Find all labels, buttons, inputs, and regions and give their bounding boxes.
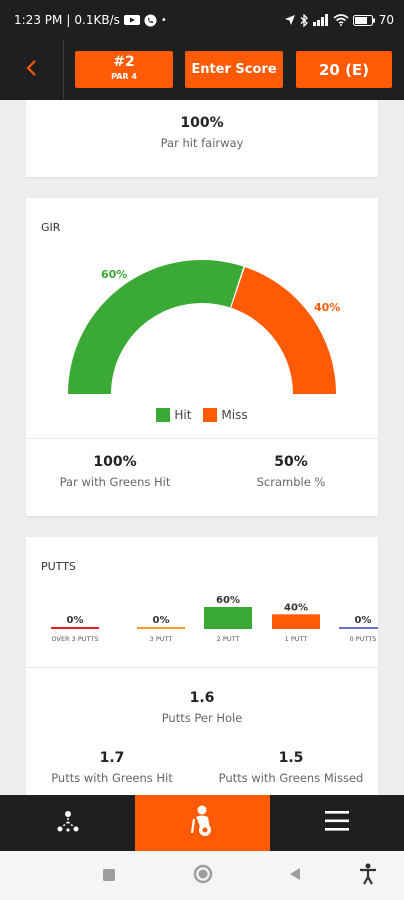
legend-hit: Hit [156, 408, 191, 422]
enter-score-button[interactable]: Enter Score [185, 51, 283, 88]
putts-per-hole-stat: 1.6 Putts Per Hole [26, 689, 378, 726]
putts-greens-missed-label: Putts with Greens Missed [218, 771, 364, 785]
system-nav-bar [0, 851, 404, 900]
par-greens-label: Par with Greens Hit [59, 475, 171, 489]
putt-bar [51, 627, 99, 629]
status-bar: 1:23 PM | 0.1KB/s • 70 [0, 0, 404, 40]
putts-divider [26, 667, 378, 668]
battery-percent: 70 [378, 13, 394, 27]
putts-title: PUTTS [41, 560, 76, 573]
gir-miss-arc [231, 267, 336, 394]
legend-miss: Miss [203, 408, 248, 422]
putts-greens-missed-stat: 1.5 Putts with Greens Missed [208, 749, 374, 786]
fairway-card: 100% Par hit fairway [26, 100, 378, 177]
triangle-back-icon [289, 866, 301, 885]
nav-menu-button[interactable] [270, 795, 404, 851]
fairway-label: Par hit fairway [160, 136, 244, 150]
nav-stats-button[interactable] [135, 795, 270, 851]
back-button[interactable] [0, 40, 64, 100]
putts-card: PUTTS 0% OVER 3 PUTTS 0% 3 PUTT 60% 2 PUTT 40%… [26, 537, 378, 795]
battery-icon [352, 14, 375, 26]
legend-hit-swatch [156, 408, 171, 422]
status-time: 1:23 PM [14, 13, 63, 27]
putts-bar-chart: 0% OVER 3 PUTTS 0% 3 PUTT 60% 2 PUTT 40% 1 PUTT… [51, 595, 378, 643]
system-back-button[interactable] [275, 851, 315, 900]
putt-category-label: 0 PUTTS [350, 635, 377, 643]
circle-icon [193, 864, 213, 888]
wifi-icon [333, 14, 349, 26]
hole-number: #2 [113, 54, 135, 70]
putt-bar [339, 627, 378, 629]
putt-bar-value-label: 40% [284, 602, 308, 613]
stats-scroll-area[interactable]: 100% Par hit fairway GIR 60% 40% Hit Mis… [0, 100, 404, 795]
scramble-value: 50% [274, 454, 308, 470]
bottom-nav [0, 795, 404, 851]
putt-bar [272, 614, 320, 629]
square-icon [103, 866, 115, 885]
putt-bar-value-label: 0% [355, 615, 372, 626]
hamburger-menu-icon [325, 810, 349, 836]
putts-greens-hit-stat: 1.7 Putts with Greens Hit [42, 749, 182, 786]
putt-category-label: 1 PUTT [285, 635, 308, 643]
gir-title: GIR [41, 221, 61, 234]
putts-per-hole-label: Putts Per Hole [161, 711, 243, 725]
par-greens-stat: 100% Par with Greens Hit [42, 453, 188, 490]
putts-greens-missed-value: 1.5 [278, 750, 304, 766]
gir-hit-arc [68, 259, 244, 394]
putts-greens-hit-value: 1.7 [99, 750, 125, 766]
par-greens-value: 100% [93, 454, 137, 470]
putt-category-label: 3 PUTT [150, 635, 173, 643]
course-path-icon [54, 808, 82, 838]
golfer-stats-icon [188, 803, 218, 843]
legend-hit-label: Hit [174, 408, 192, 422]
legend-miss-label: Miss [221, 408, 248, 422]
chevron-left-icon [25, 58, 39, 82]
fairway-value: 100% [180, 115, 224, 131]
scramble-label: Scramble % [256, 475, 326, 489]
putt-bar-value-label: 0% [153, 615, 170, 626]
gir-hit-label: 60% [101, 268, 127, 281]
fairway-stat: 100% Par hit fairway [26, 114, 378, 151]
putt-category-label: OVER 3 PUTTS [52, 635, 99, 643]
youtube-icon [123, 14, 140, 26]
putt-bar [137, 627, 185, 629]
location-arrow-icon [284, 14, 296, 26]
putts-greens-hit-label: Putts with Greens Hit [51, 771, 173, 785]
home-button[interactable] [183, 851, 223, 900]
hole-selector-button[interactable]: #2 PAR 4 [75, 51, 173, 88]
gir-gauge-chart: 60% 40% [68, 259, 340, 394]
gir-legend: Hit Miss [26, 408, 378, 422]
whatsapp-icon [144, 14, 157, 27]
gir-miss-label: 40% [314, 301, 340, 314]
signal-icon [312, 14, 329, 26]
putt-bar-value-label: 0% [67, 615, 84, 626]
putts-per-hole-value: 1.6 [189, 690, 215, 706]
legend-miss-swatch [203, 408, 218, 422]
accessibility-icon [359, 863, 377, 889]
nav-course-button[interactable] [0, 795, 135, 851]
accessibility-button[interactable] [348, 851, 388, 900]
putt-bar [204, 607, 252, 629]
gir-card: GIR 60% 40% Hit Miss 100% Par with Green… [26, 198, 378, 516]
putt-category-label: 2 PUTT [217, 635, 240, 643]
hole-par: PAR 4 [111, 72, 137, 81]
recents-button[interactable] [89, 851, 129, 900]
network-speed: 0.1KB/s [74, 13, 120, 27]
top-bar: #2 PAR 4 Enter Score 20 (E) [0, 40, 404, 100]
scramble-stat: 50% Scramble % [230, 453, 352, 490]
putt-bar-value-label: 60% [216, 595, 240, 606]
status-dot: • [160, 14, 167, 26]
gir-divider [26, 438, 378, 439]
score-button[interactable]: 20 (E) [296, 51, 392, 88]
bluetooth-icon [300, 13, 309, 27]
status-separator: | [66, 13, 71, 27]
